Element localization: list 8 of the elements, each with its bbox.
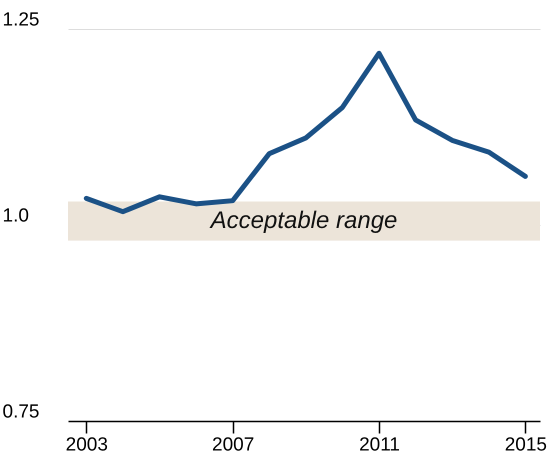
- x-tick-label: 2015: [504, 434, 548, 456]
- x-tick-label: 2003: [66, 434, 108, 456]
- x-tick-label: 2007: [212, 434, 254, 456]
- band-label: Acceptable range: [208, 207, 398, 234]
- y-tick-label: 1.0: [2, 206, 29, 226]
- y-tick-label: 1.25: [2, 10, 40, 30]
- x-tick-label: 2011: [359, 434, 400, 456]
- y-tick-label: 0.75: [2, 402, 40, 422]
